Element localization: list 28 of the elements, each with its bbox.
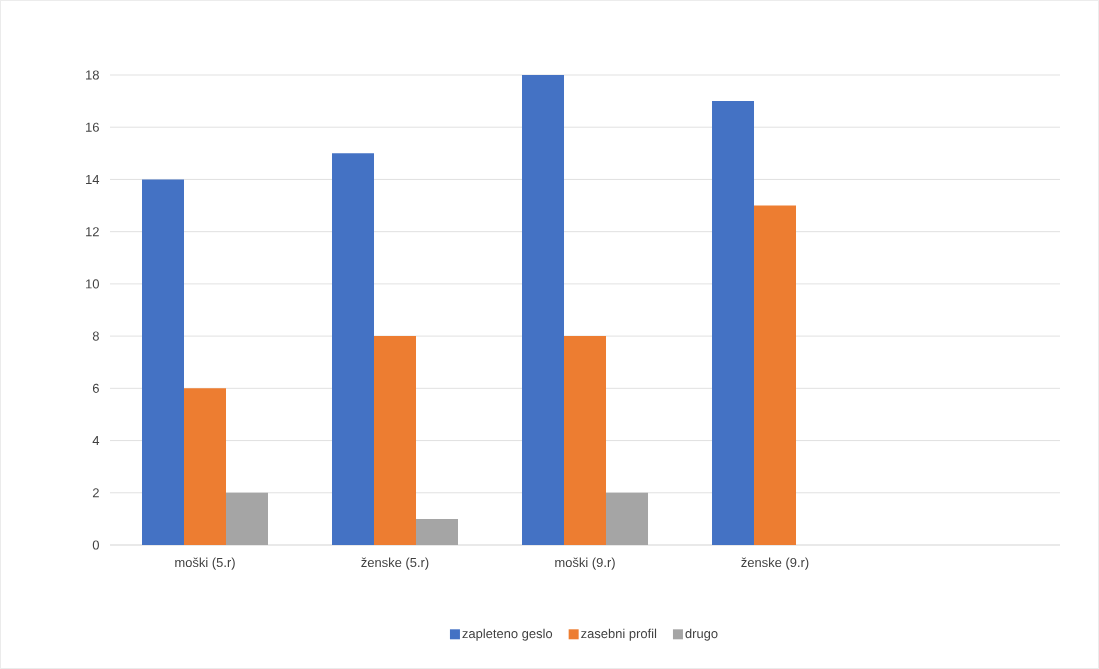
legend-label: drugo bbox=[685, 628, 718, 641]
y-tick-label: 12 bbox=[86, 227, 99, 237]
bar bbox=[606, 492, 649, 545]
legend-label: zasebni profil bbox=[581, 628, 657, 641]
x-tick-label: moški (5.r) bbox=[175, 557, 235, 570]
bar bbox=[416, 518, 458, 545]
bar bbox=[564, 336, 607, 545]
bar bbox=[374, 336, 416, 545]
x-tick-label: ženske (9.r) bbox=[741, 557, 809, 570]
y-tick-label: 16 bbox=[86, 122, 99, 132]
bar bbox=[184, 388, 226, 545]
x-tick-label: ženske (5.r) bbox=[361, 557, 429, 570]
y-tick-label: 0 bbox=[92, 540, 99, 550]
legend-label: zapleteno geslo bbox=[462, 628, 553, 641]
y-tick-label: 2 bbox=[92, 488, 99, 498]
bar bbox=[754, 205, 797, 545]
bar bbox=[142, 179, 184, 545]
bar bbox=[522, 75, 564, 545]
y-tick-label: 4 bbox=[92, 436, 100, 446]
y-tick-label: 18 bbox=[86, 70, 99, 80]
y-tick-label: 8 bbox=[92, 331, 99, 341]
y-tick-label: 10 bbox=[86, 279, 99, 289]
bar bbox=[226, 492, 268, 545]
bar bbox=[712, 101, 755, 545]
y-tick-label: 6 bbox=[92, 383, 99, 393]
bar bbox=[332, 153, 374, 545]
x-tick-label: moški (9.r) bbox=[555, 557, 615, 570]
y-tick-label: 14 bbox=[86, 174, 100, 184]
